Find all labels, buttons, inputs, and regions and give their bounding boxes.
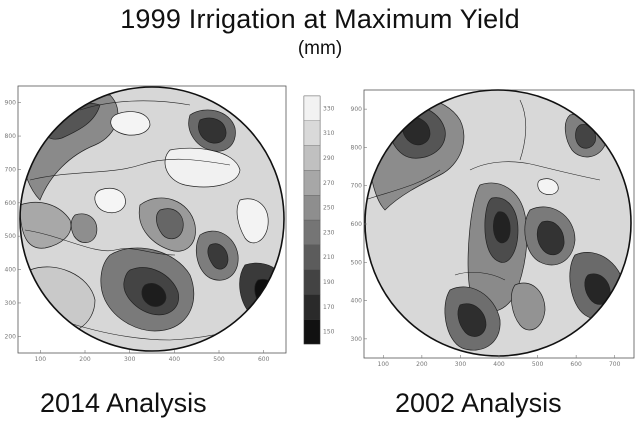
y-tick-label: 400 xyxy=(5,267,17,274)
colorbar-tick-label: 230 xyxy=(323,229,335,236)
y-tick-label: 900 xyxy=(5,100,17,107)
y-tick-label: 200 xyxy=(5,333,17,340)
colorbar-band xyxy=(303,95,321,121)
colorbar-tick-label: 290 xyxy=(323,155,335,162)
map-2014: 100 200 300 400 500 600 900 800 700 600 500 400 300 2… xyxy=(5,85,287,363)
colorbar-band xyxy=(303,195,321,221)
y-tick-label: 500 xyxy=(351,259,363,266)
colorbar-band xyxy=(303,269,321,295)
x-tick-label: 600 xyxy=(258,356,270,363)
x-tick-label: 100 xyxy=(378,361,390,368)
x-tick-label: 400 xyxy=(169,356,181,363)
field-boundary-2002 xyxy=(364,89,632,357)
colorbar-tick-label: 210 xyxy=(323,254,335,261)
x-tick-label: 100 xyxy=(35,356,47,363)
x-tick-label: 300 xyxy=(124,356,136,363)
x-tick-label: 600 xyxy=(570,361,582,368)
colorbar-tick-label: 270 xyxy=(323,180,335,187)
colorbar-tick-label: 150 xyxy=(323,329,335,336)
plot-frame-2014 xyxy=(17,85,287,354)
colorbar-band xyxy=(303,244,321,270)
colorbar-ticks: 330 310 290 270 250 230 210 190 170 150 xyxy=(323,105,335,335)
chart-units: (mm) xyxy=(297,38,343,59)
colorbar-band xyxy=(303,120,321,146)
colorbar-tick-label: 310 xyxy=(323,130,335,137)
y-tick-label: 300 xyxy=(351,336,363,343)
colorbar-tick-label: 330 xyxy=(323,105,335,112)
x-tick-label: 200 xyxy=(416,361,428,368)
x-tick-label: 500 xyxy=(532,361,544,368)
colorbar-band xyxy=(303,170,321,196)
contour-field-2002 xyxy=(365,90,631,356)
y-tick-label: 600 xyxy=(5,200,17,207)
axis-ticks-2002: 100 200 300 400 500 600 700 900 800 700 600 500 400 3… xyxy=(351,106,621,368)
x-tick-label: 700 xyxy=(609,361,621,368)
colorbar-band xyxy=(303,145,321,171)
y-tick-label: 700 xyxy=(351,183,363,190)
colorbar-tick-label: 250 xyxy=(323,205,335,212)
contour-field-2014 xyxy=(20,87,284,351)
caption-2014-analysis: 2014 Analysis xyxy=(40,388,207,418)
caption-2002-analysis: 2002 Analysis xyxy=(395,388,562,418)
y-tick-label: 700 xyxy=(5,166,17,173)
y-tick-label: 800 xyxy=(351,144,363,151)
colorbar-band xyxy=(303,319,321,345)
chart-title: 1999 Irrigation at Maximum Yield xyxy=(120,4,520,34)
colorbar-bands xyxy=(303,95,321,345)
x-tick-label: 200 xyxy=(79,356,91,363)
y-tick-label: 900 xyxy=(351,106,363,113)
axis-ticks-2014: 100 200 300 400 500 600 900 800 700 600 500 400 300 2… xyxy=(5,100,270,363)
colorbar-tick-label: 170 xyxy=(323,304,335,311)
y-tick-label: 800 xyxy=(5,133,17,140)
x-tick-label: 300 xyxy=(455,361,467,368)
colorbar-tick-label: 190 xyxy=(323,279,335,286)
colorbar: 330 310 290 270 250 230 210 190 170 150 xyxy=(303,95,335,345)
x-tick-label: 500 xyxy=(213,356,225,363)
y-tick-label: 400 xyxy=(351,298,363,305)
colorbar-band xyxy=(303,219,321,245)
y-tick-label: 500 xyxy=(5,233,17,240)
x-tick-label: 400 xyxy=(493,361,505,368)
y-tick-label: 600 xyxy=(351,221,363,228)
map-2002: 100 200 300 400 500 600 700 900 800 700 600 500 400 3… xyxy=(351,89,635,368)
field-boundary-2014 xyxy=(19,86,285,352)
y-tick-label: 300 xyxy=(5,300,17,307)
colorbar-band xyxy=(303,294,321,320)
